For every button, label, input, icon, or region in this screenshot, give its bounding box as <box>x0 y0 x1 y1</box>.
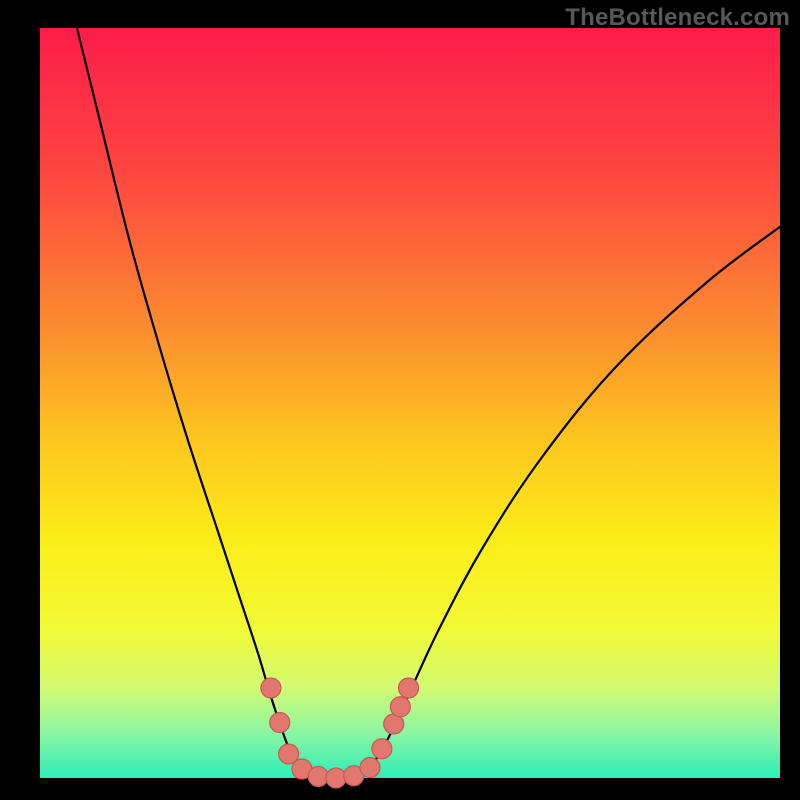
watermark-text: TheBottleneck.com <box>565 4 790 32</box>
plot-background-gradient <box>40 28 780 778</box>
marker-dot <box>399 678 419 698</box>
chart-root: TheBottleneck.com <box>0 0 800 800</box>
marker-dot <box>326 768 346 788</box>
marker-dot <box>261 678 281 698</box>
bottleneck-chart <box>0 0 800 800</box>
marker-dot <box>372 739 392 759</box>
marker-dot <box>270 713 290 733</box>
marker-dot <box>390 697 410 717</box>
marker-dot <box>308 767 328 787</box>
marker-dot <box>360 758 380 778</box>
